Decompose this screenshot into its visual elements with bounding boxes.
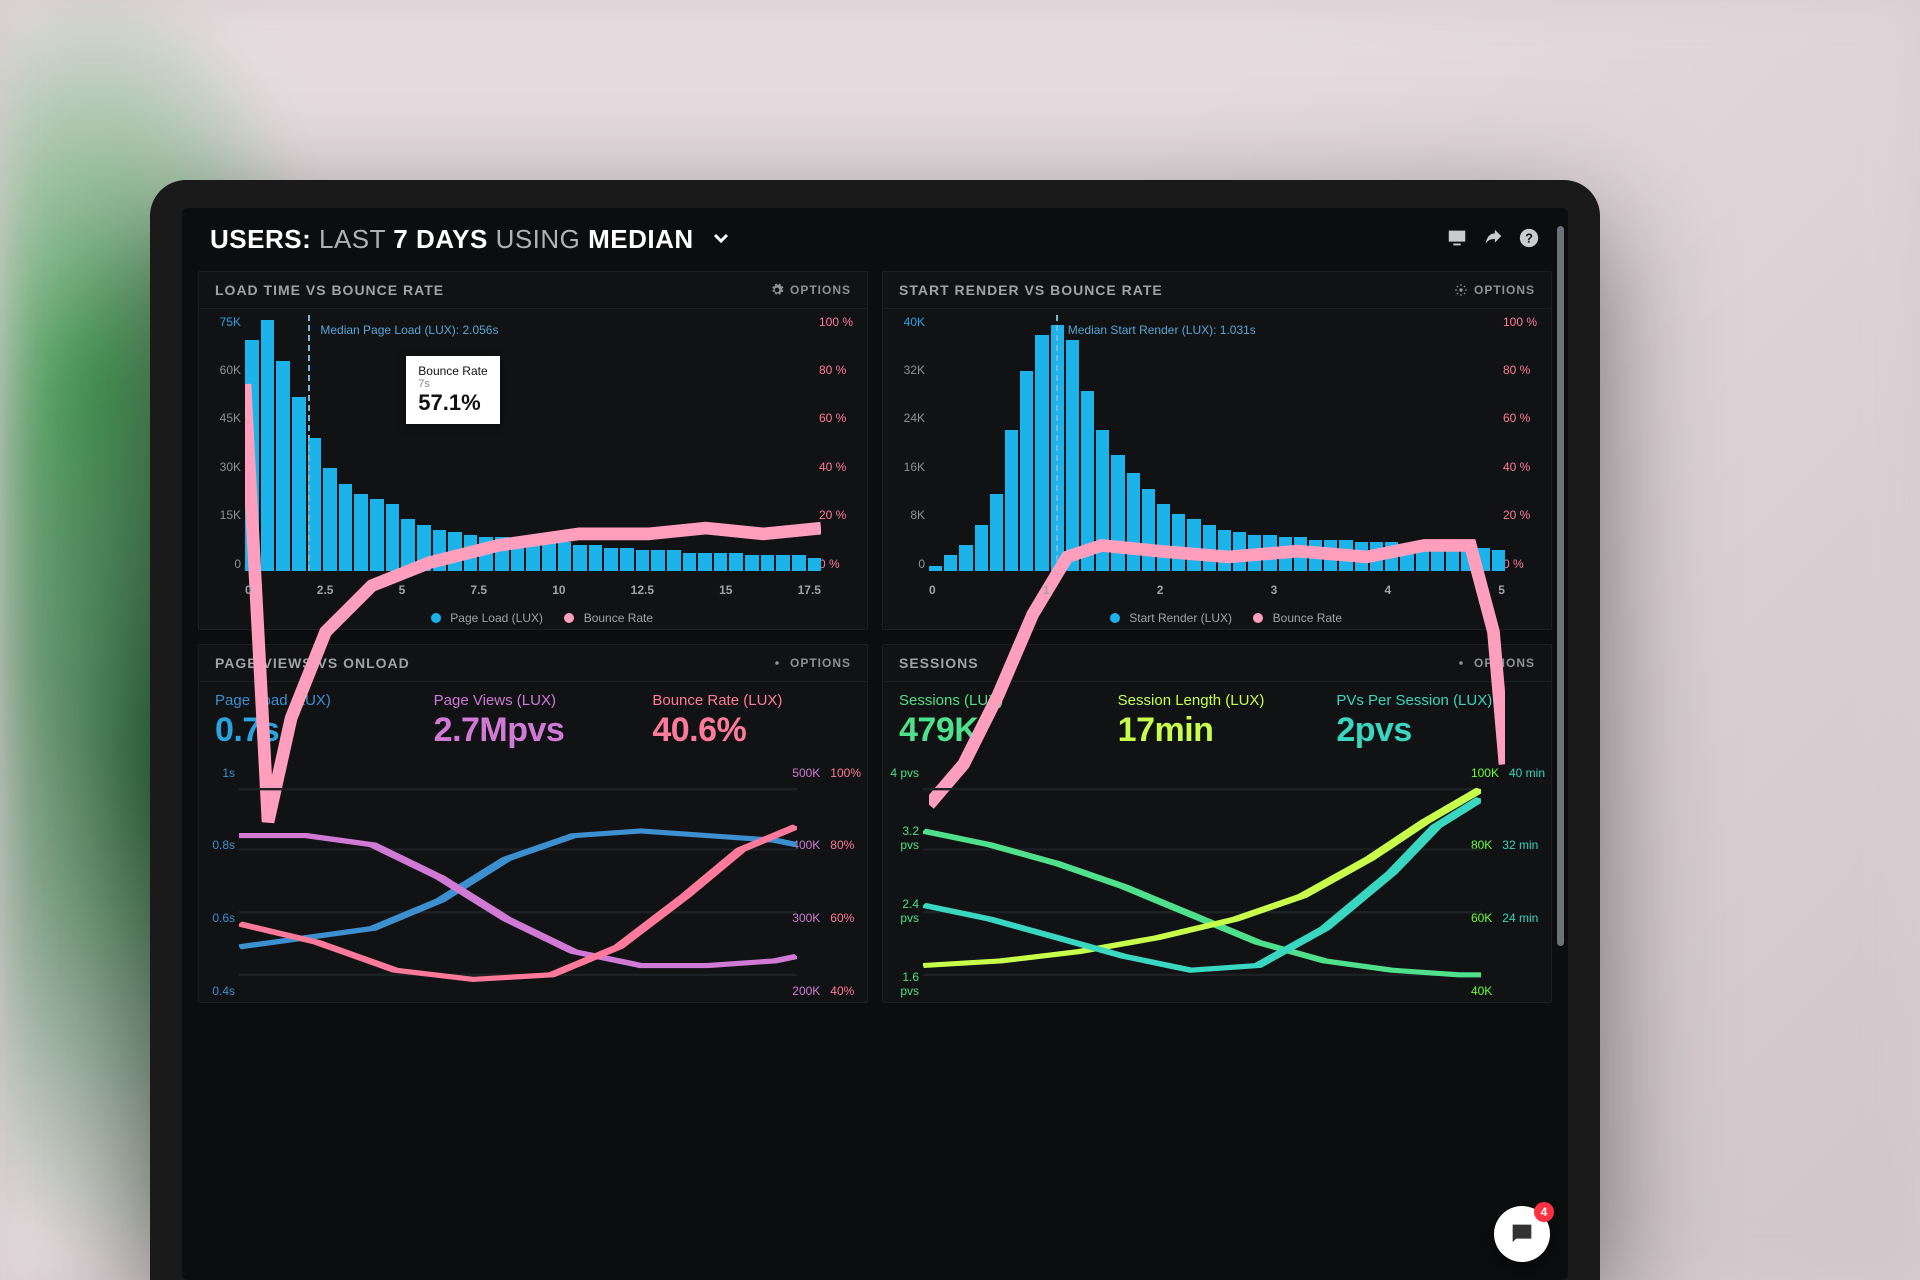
axis-tick: 75K	[205, 315, 241, 329]
axis-tick: 1s	[205, 766, 235, 780]
axis-tick: 80 %	[1503, 363, 1545, 377]
help-icon[interactable]: ?	[1518, 227, 1540, 254]
options-button[interactable]: OPTIONS	[770, 283, 851, 297]
axis-tick: 4 pvs	[889, 766, 919, 780]
axis-tick: 100K40 min	[1471, 766, 1545, 780]
panel-title: START RENDER VS BOUNCE RATE	[899, 282, 1163, 298]
chart-sessions: 4 pvs 3.2 pvs 2.4 pvs 1.6 pvs 100K40 min 80K…	[883, 762, 1551, 1002]
options-button[interactable]: OPTIONS	[1454, 283, 1535, 297]
axis-tick: 16K	[889, 460, 925, 474]
axis-tick: 20 %	[819, 508, 861, 522]
axis-tick: 2.4 pvs	[889, 897, 919, 925]
axis-tick: 40 %	[1503, 460, 1545, 474]
axis-tick: 5	[399, 583, 406, 597]
axis-tick: 24K	[889, 411, 925, 425]
tooltip-value: 57.1%	[418, 390, 487, 416]
legend-dot-icon	[1110, 613, 1120, 623]
axis-tick: 32K	[889, 363, 925, 377]
legend-dot-icon	[1253, 613, 1263, 623]
axis-tick: 0	[929, 583, 936, 597]
title-using: USING	[496, 224, 581, 254]
chat-badge: 4	[1534, 1202, 1554, 1222]
legend: Start Render (LUX) Bounce Rate	[883, 611, 1551, 625]
chart-start-render: 40K 32K 24K 16K 8K 0 100 % 80 % 60 % 40 % 20 % 0 %…	[883, 309, 1551, 629]
axis-tick: 15	[719, 583, 732, 597]
scrollbar[interactable]	[1557, 226, 1564, 946]
axis-tick: 400K80%	[792, 838, 861, 852]
title-range: 7 DAYS	[393, 224, 488, 254]
axis-tick: 8K	[889, 508, 925, 522]
chevron-down-icon	[709, 226, 733, 257]
axis-tick: 0.4s	[205, 984, 235, 998]
axis-tick: 10	[552, 583, 565, 597]
legend: Page Load (LUX) Bounce Rate	[199, 611, 867, 625]
axis-tick: 80K32 min	[1471, 838, 1545, 852]
axis-tick: 0 %	[1503, 557, 1545, 571]
gear-icon	[1454, 283, 1468, 297]
legend-b: Bounce Rate	[1273, 611, 1342, 625]
tooltip-sub: 7s	[418, 378, 487, 390]
axis-tick: 40 %	[819, 460, 861, 474]
legend-a: Page Load (LUX)	[450, 611, 543, 625]
title-last: LAST	[319, 224, 386, 254]
axis-tick: 100 %	[819, 315, 861, 329]
axis-tick: 4	[1384, 583, 1391, 597]
gear-icon	[770, 283, 784, 297]
panel-start-render: START RENDER VS BOUNCE RATE OPTIONS 40K 3…	[882, 271, 1552, 630]
axis-tick: 200K40%	[792, 984, 861, 998]
axis-tick: 1	[1043, 583, 1050, 597]
axis-tick: 60 %	[1503, 411, 1545, 425]
panel-load-time: LOAD TIME VS BOUNCE RATE OPTIONS 75K 60K 4…	[198, 271, 868, 630]
axis-tick: 7.5	[470, 583, 487, 597]
axis-tick: 3	[1271, 583, 1278, 597]
axis-tick: 5	[1498, 583, 1505, 597]
axis-tick: 45K	[205, 411, 241, 425]
axis-tick: 2.5	[317, 583, 334, 597]
title-prefix: USERS:	[210, 224, 311, 254]
legend-dot-icon	[564, 613, 574, 623]
axis-tick: 60K	[205, 363, 241, 377]
axis-tick: 12.5	[631, 583, 654, 597]
axis-tick: 0 %	[819, 557, 861, 571]
topbar: USERS: LAST 7 DAYS USING MEDIAN ?	[182, 208, 1568, 271]
axis-tick: 0.8s	[205, 838, 235, 852]
axis-tick: 500K100%	[792, 766, 861, 780]
share-icon[interactable]	[1482, 227, 1504, 254]
axis-tick: 40K	[889, 315, 925, 329]
axis-tick: 17.5	[798, 583, 821, 597]
screen: USERS: LAST 7 DAYS USING MEDIAN ? LOAD T…	[182, 208, 1568, 1280]
axis-tick: 2	[1157, 583, 1164, 597]
axis-tick: 40K	[1471, 984, 1545, 998]
axis-tick: 20 %	[1503, 508, 1545, 522]
axis-tick: 0	[245, 583, 252, 597]
axis-tick: 15K	[205, 508, 241, 522]
legend-a: Start Render (LUX)	[1129, 611, 1232, 625]
chat-icon	[1508, 1220, 1536, 1248]
tooltip: Bounce Rate 7s 57.1%	[406, 356, 499, 424]
axis-tick: 300K60%	[792, 911, 861, 925]
tooltip-label: Bounce Rate	[418, 364, 487, 378]
monitor-icon[interactable]	[1446, 227, 1468, 254]
axis-tick: 100 %	[1503, 315, 1545, 329]
svg-text:?: ?	[1525, 230, 1533, 245]
chart-pageviews: 1s 0.8s 0.6s 0.4s 500K100% 400K80% 300K60% 200…	[199, 762, 867, 1002]
title-metric: MEDIAN	[588, 224, 694, 254]
chat-widget[interactable]: 4	[1494, 1206, 1550, 1262]
axis-tick: 80 %	[819, 363, 861, 377]
laptop-frame: USERS: LAST 7 DAYS USING MEDIAN ? LOAD T…	[150, 180, 1600, 1280]
axis-tick: 0	[205, 557, 241, 571]
axis-tick: 1.6 pvs	[889, 970, 919, 998]
axis-tick: 0.6s	[205, 911, 235, 925]
axis-tick: 30K	[205, 460, 241, 474]
axis-tick: 60K24 min	[1471, 911, 1545, 925]
chart-load-time: 75K 60K 45K 30K 15K 0 100 % 80 % 60 % 40 % 20 % 0 …	[199, 309, 867, 629]
panel-title: LOAD TIME VS BOUNCE RATE	[215, 282, 444, 298]
legend-b: Bounce Rate	[584, 611, 653, 625]
legend-dot-icon	[431, 613, 441, 623]
axis-tick: 0	[889, 557, 925, 571]
page-title-dropdown[interactable]: USERS: LAST 7 DAYS USING MEDIAN	[210, 224, 733, 257]
axis-tick: 3.2 pvs	[889, 824, 919, 852]
axis-tick: 60 %	[819, 411, 861, 425]
